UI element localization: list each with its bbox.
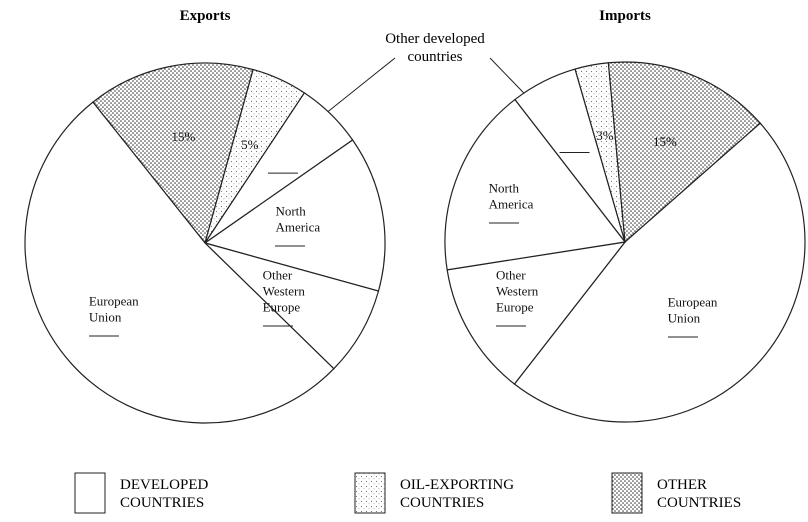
slice-label: European Union (89, 294, 161, 337)
chart-title: Imports (599, 8, 651, 24)
value-label: 5% (241, 136, 259, 152)
value-label: 15% (171, 129, 196, 145)
pie-slice (607, 61, 762, 244)
legend-swatch (74, 472, 106, 514)
leader-line (319, 57, 396, 119)
legend-label: OTHER COUNTRIES (657, 477, 742, 511)
slice-label: North America (489, 181, 561, 224)
legend-label: OIL-EXPORTING COUNTRIES (400, 477, 515, 511)
pie-slice (513, 122, 806, 423)
chart-title: Exports (179, 8, 231, 24)
pie-slice (92, 62, 254, 245)
legend-label: DEVELOPED COUNTRIES (120, 477, 209, 511)
annotation: Other developed countries (385, 31, 485, 65)
slice-label: North America (275, 203, 347, 246)
slice-label: Other Western Europe (263, 267, 335, 326)
pie-slice (24, 101, 335, 424)
value-label: 3% (596, 127, 614, 143)
value-label: 15% (653, 133, 677, 149)
legend-swatch (354, 472, 386, 514)
legend-swatch (611, 472, 643, 514)
slice-label: Other Western Europe (496, 267, 568, 326)
slice-label: European Union (668, 295, 740, 338)
